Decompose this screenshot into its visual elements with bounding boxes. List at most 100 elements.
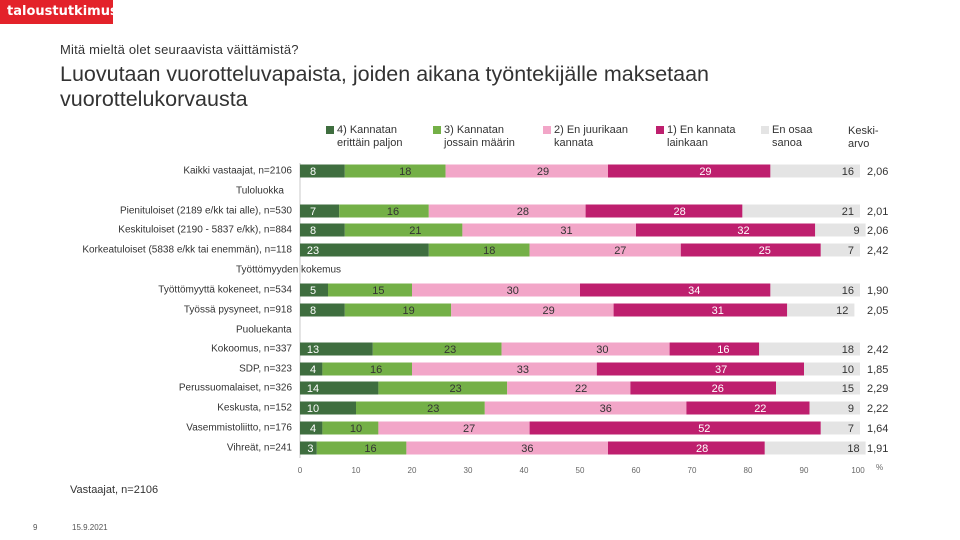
row-label: Keskituloiset (2190 - 5837 e/kk), n=884 [118,225,292,236]
data-label: 7 [310,206,316,218]
bar-segment [680,243,821,257]
x-tick-label: 30 [464,466,473,475]
data-label: 31 [560,225,572,237]
bar-segment [462,223,636,237]
bar-segment [636,223,816,237]
mean-header-line: Keski- [848,125,879,137]
data-label: 3 [307,443,313,455]
data-label: 9 [848,403,854,415]
page-number: 9 [33,523,38,532]
legend-label: jossain määrin [444,137,515,149]
mean-value: 2,42 [867,245,888,257]
row-label: Työssä pysyneet, n=918 [184,305,293,316]
x-tick-label: 10 [352,466,361,475]
taloustutkimus-logo: taloustutkimus [0,0,118,24]
data-label: 27 [463,423,475,435]
bar-segment [764,441,866,455]
bar-segment [809,401,860,415]
data-label: 10 [842,364,854,376]
bar-segment [770,283,860,297]
bar-segment [669,342,760,356]
bar-segment [328,283,412,297]
data-label: 8 [310,166,316,178]
bar-segment [300,164,345,178]
bar-segment [378,381,508,395]
legend-label: sanoa [772,137,802,149]
legend-item-2: 2) En juurikaan kannata [543,124,628,150]
bar-segment [300,223,345,237]
bar-segment [428,204,586,218]
data-label: 16 [717,344,729,356]
bar-segment [759,342,860,356]
data-label: 36 [521,443,533,455]
mean-value: 2,29 [867,383,888,395]
report-date: 15.9.2021 [72,523,108,532]
x-tick-label: 40 [520,466,529,475]
mean-value: 1,85 [867,364,888,376]
row-label: Työttömyyttä kokeneet, n=534 [158,285,292,296]
legend-label: En osaa [772,124,813,136]
group-label: Tuloluokka [236,186,284,197]
x-tick-label: 90 [800,466,809,475]
data-label: 10 [350,423,362,435]
data-label: 28 [517,206,529,218]
row-label: Keskusta, n=152 [217,403,292,414]
data-label: 16 [370,364,382,376]
bar-segment [300,342,373,356]
legend-item-3: 3) Kannatan jossain määrin [433,124,515,150]
legend-item-eos: En osaa sanoa [761,124,813,150]
bar-segment [820,243,860,257]
bar-segment [344,164,446,178]
data-label: 10 [307,403,319,415]
data-label: 32 [737,225,749,237]
x-tick-label: 20 [408,466,417,475]
row-label: Korkeatuloiset (5838 e/kk tai enemmän), … [82,245,292,256]
legend-swatch [433,126,441,134]
data-label: 25 [759,245,771,257]
sample-note: Vastaajat, n=2106 [70,484,159,496]
data-label: 13 [307,344,319,356]
x-unit-label: % [876,463,883,472]
bar-segment [742,204,860,218]
data-label: 21 [842,206,854,218]
data-label: 23 [307,245,319,257]
legend-swatch [326,126,334,134]
row-label: Pienituloiset (2189 e/kk tai alle), n=53… [120,206,292,217]
bar-segment [300,401,356,415]
data-label: 22 [575,383,587,395]
bar-segment [344,303,452,317]
row-label: Vasemmistoliitto, n=176 [186,423,292,434]
bar-segment [300,421,323,435]
data-label: 15 [372,285,384,297]
x-tick-label: 50 [576,466,585,475]
data-label: 33 [517,364,529,376]
bar-segment [484,401,687,415]
data-label: 34 [688,285,700,297]
data-label: 22 [754,403,766,415]
data-label: 9 [853,225,859,237]
bar-segment [300,243,429,257]
data-label: 15 [842,383,854,395]
bar-segment [300,283,328,297]
bar-segment [372,342,502,356]
data-label: 16 [364,443,376,455]
row-label: Kaikki vastaajat, n=2106 [183,166,292,177]
legend-item-1: 1) En kannata lainkaan [656,124,736,150]
mean-value: 2,06 [867,166,888,178]
data-label: 8 [310,305,316,317]
row-label: SDP, n=323 [239,364,292,375]
data-label: 36 [600,403,612,415]
data-label: 28 [674,206,686,218]
mean-value: 2,01 [867,206,888,218]
bar-segment [596,362,804,376]
mean-value: 1,91 [867,443,888,455]
legend-label: lainkaan [667,137,708,149]
data-label: 29 [537,166,549,178]
data-label: 18 [483,245,495,257]
mean-value: 2,42 [867,344,888,356]
mean-value: 1,90 [867,285,888,297]
row-label: Perussuomalaiset, n=326 [179,383,293,394]
bar-segment [339,204,429,218]
data-label: 16 [387,206,399,218]
data-label: 4 [310,364,316,376]
